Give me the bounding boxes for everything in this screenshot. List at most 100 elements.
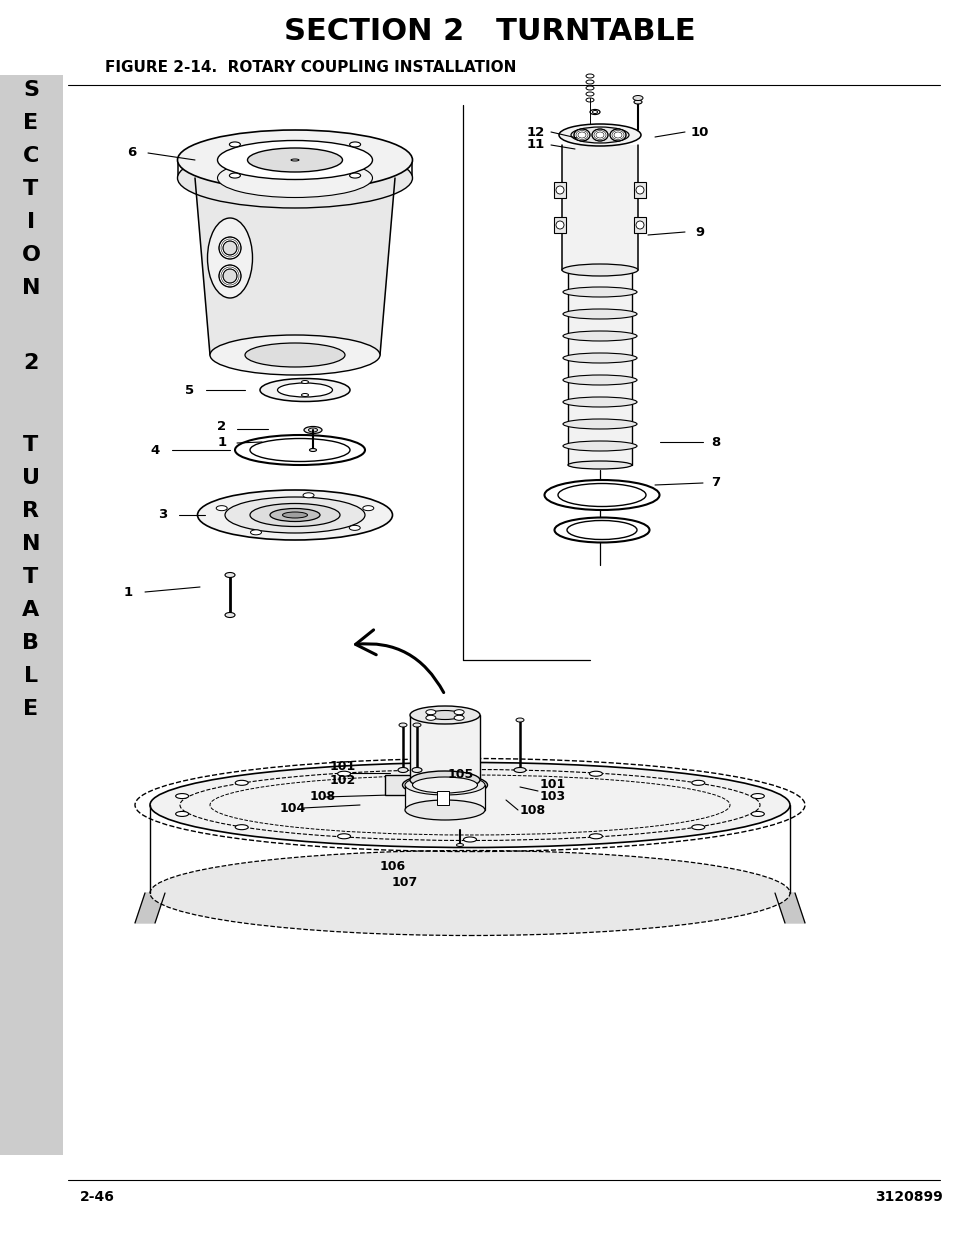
Polygon shape <box>194 178 395 354</box>
Ellipse shape <box>150 762 789 847</box>
Ellipse shape <box>463 768 476 773</box>
Ellipse shape <box>571 127 628 143</box>
Ellipse shape <box>514 767 525 773</box>
Ellipse shape <box>337 834 350 839</box>
Ellipse shape <box>150 851 789 935</box>
Ellipse shape <box>556 221 563 228</box>
Ellipse shape <box>177 148 412 207</box>
Ellipse shape <box>301 380 308 384</box>
Ellipse shape <box>175 811 189 816</box>
Text: SECTION 2   TURNTABLE: SECTION 2 TURNTABLE <box>284 17 695 47</box>
Text: 1: 1 <box>123 585 132 599</box>
Ellipse shape <box>516 768 523 772</box>
Bar <box>554 217 565 233</box>
Text: 105: 105 <box>448 768 474 782</box>
Ellipse shape <box>225 496 365 534</box>
Bar <box>561 144 638 270</box>
Text: 3: 3 <box>158 509 168 521</box>
Text: 107: 107 <box>392 877 417 889</box>
Text: T: T <box>24 435 38 454</box>
Ellipse shape <box>402 774 487 797</box>
Ellipse shape <box>235 825 248 830</box>
Ellipse shape <box>223 269 236 283</box>
Ellipse shape <box>349 173 360 178</box>
Text: 2: 2 <box>217 420 226 433</box>
Ellipse shape <box>277 383 333 396</box>
Ellipse shape <box>412 777 477 793</box>
Text: 11: 11 <box>526 138 544 152</box>
Ellipse shape <box>177 130 412 190</box>
Text: 12: 12 <box>526 126 544 138</box>
Ellipse shape <box>636 221 643 228</box>
Ellipse shape <box>425 710 436 715</box>
Text: 104: 104 <box>280 802 306 815</box>
Bar <box>634 217 645 233</box>
Text: O: O <box>22 245 40 266</box>
Ellipse shape <box>562 419 637 429</box>
Ellipse shape <box>562 375 637 385</box>
Ellipse shape <box>219 237 241 259</box>
Ellipse shape <box>197 490 392 540</box>
Ellipse shape <box>405 776 484 795</box>
Ellipse shape <box>397 767 408 773</box>
Text: 2: 2 <box>23 353 39 373</box>
Text: C: C <box>23 146 39 165</box>
Ellipse shape <box>412 767 421 773</box>
Bar <box>0 75 63 1155</box>
Bar <box>567 270 631 466</box>
Polygon shape <box>774 893 804 923</box>
Text: N: N <box>22 534 40 555</box>
Ellipse shape <box>516 718 523 722</box>
Ellipse shape <box>463 837 476 842</box>
Text: 6: 6 <box>128 147 136 159</box>
Ellipse shape <box>175 794 189 799</box>
Ellipse shape <box>562 331 637 341</box>
Text: 7: 7 <box>711 477 720 489</box>
Bar <box>634 182 645 198</box>
Text: R: R <box>23 501 39 521</box>
Ellipse shape <box>270 509 319 521</box>
Ellipse shape <box>691 781 704 785</box>
Text: 2-46: 2-46 <box>80 1191 114 1204</box>
Text: 101: 101 <box>539 778 566 792</box>
Ellipse shape <box>223 241 236 254</box>
Text: FIGURE 2-14.  ROTARY COUPLING INSTALLATION: FIGURE 2-14. ROTARY COUPLING INSTALLATIO… <box>105 59 516 74</box>
Ellipse shape <box>250 438 350 462</box>
Ellipse shape <box>556 186 563 194</box>
Text: U: U <box>22 468 40 488</box>
Bar <box>554 182 565 198</box>
Ellipse shape <box>592 128 607 141</box>
Text: B: B <box>23 634 39 653</box>
Ellipse shape <box>362 505 374 510</box>
Text: I: I <box>27 212 35 232</box>
Ellipse shape <box>217 158 372 198</box>
Ellipse shape <box>454 710 464 715</box>
Text: 8: 8 <box>711 436 720 448</box>
Text: 4: 4 <box>151 443 159 457</box>
Text: T: T <box>24 179 38 199</box>
FancyArrowPatch shape <box>355 630 443 693</box>
Ellipse shape <box>225 573 234 578</box>
Ellipse shape <box>633 95 642 100</box>
Ellipse shape <box>427 710 462 720</box>
Text: S: S <box>23 80 39 100</box>
Bar <box>436 790 449 805</box>
Text: 3120899: 3120899 <box>874 1191 942 1204</box>
Ellipse shape <box>589 771 601 777</box>
Text: 108: 108 <box>310 790 335 804</box>
Ellipse shape <box>282 513 307 517</box>
Ellipse shape <box>398 722 407 727</box>
Text: E: E <box>24 112 38 133</box>
Ellipse shape <box>589 834 601 839</box>
Text: N: N <box>22 278 40 298</box>
Ellipse shape <box>751 794 763 799</box>
Text: E: E <box>24 699 38 719</box>
Ellipse shape <box>301 394 308 396</box>
Bar <box>405 785 484 810</box>
Ellipse shape <box>245 343 345 367</box>
Ellipse shape <box>562 353 637 363</box>
Ellipse shape <box>405 800 484 820</box>
Ellipse shape <box>349 142 360 147</box>
Ellipse shape <box>410 706 479 724</box>
Text: 5: 5 <box>185 384 194 396</box>
